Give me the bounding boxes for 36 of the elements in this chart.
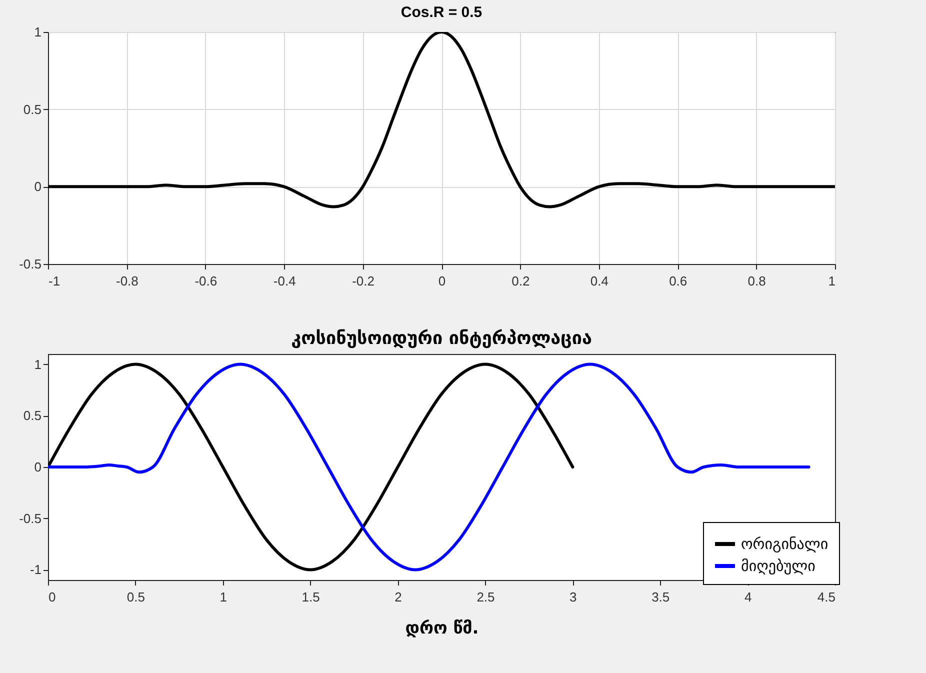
- x-tick-label: 2.5: [476, 590, 495, 604]
- legend-label: მიღებული: [741, 557, 816, 575]
- y-tick-label: 0: [34, 460, 42, 474]
- x-tick-label: 0.5: [126, 590, 145, 604]
- x-tick-label: 1: [220, 590, 228, 604]
- x-tick-label: 3: [570, 590, 577, 604]
- x-tick-label: -0.4: [273, 274, 296, 288]
- x-tick-label: -0.8: [116, 274, 138, 288]
- x-tick-label: 0: [438, 274, 446, 288]
- x-tick-label: 0.2: [512, 274, 530, 288]
- x-tick-label: 0.8: [748, 274, 766, 288]
- y-tick-label: 0.5: [23, 408, 42, 424]
- x-tick-label: 1: [828, 274, 836, 288]
- y-tick-label: 1: [34, 24, 42, 40]
- y-tick-label: -0.5: [19, 510, 42, 526]
- y-tick-label: 1: [34, 356, 42, 372]
- x-tick-label: 0: [48, 590, 56, 604]
- chart-title: კოსინუსოიდური ინტერპოლაცია: [291, 328, 592, 349]
- y-tick-label: 0.5: [23, 102, 42, 117]
- x-tick-label: 2: [394, 590, 402, 604]
- x-tick-label: 4: [744, 590, 752, 604]
- line-series: [48, 362, 574, 572]
- y-tick-label: -1: [30, 562, 42, 578]
- x-tick-label: 0.4: [590, 274, 608, 288]
- x-tick-label: 3.5: [652, 590, 670, 604]
- chart-title: Cos.R = 0.5: [400, 4, 482, 21]
- x-tick-label: 4.5: [817, 590, 836, 604]
- x-tick-label: -0.2: [352, 274, 375, 288]
- x-tick-label: 0.6: [669, 274, 688, 288]
- x-tick-label: 1.5: [302, 590, 320, 604]
- x-tick-label: -0.6: [194, 274, 218, 288]
- y-tick-label: -0.5: [19, 256, 42, 272]
- x-axis-title: დრო წმ.: [405, 618, 479, 638]
- x-tick-label: -1: [48, 274, 60, 288]
- legend-label: ორიგინალი: [741, 535, 828, 553]
- y-tick-label: 0: [34, 179, 42, 194]
